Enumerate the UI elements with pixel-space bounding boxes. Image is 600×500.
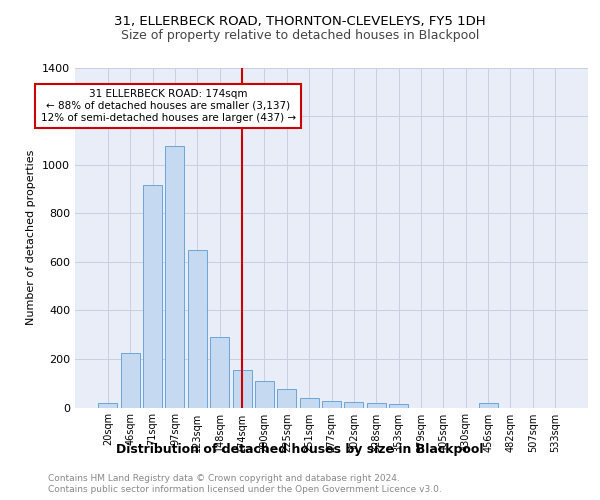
Bar	[188, 250, 207, 408]
Text: 31, ELLERBECK ROAD, THORNTON-CLEVELEYS, FY5 1DH: 31, ELLERBECK ROAD, THORNTON-CLEVELEYS, …	[114, 15, 486, 28]
Bar	[98, 402, 118, 407]
Text: Size of property relative to detached houses in Blackpool: Size of property relative to detached ho…	[121, 29, 479, 42]
Bar	[322, 401, 341, 407]
Bar	[389, 404, 408, 407]
Bar	[210, 337, 229, 407]
Text: Contains HM Land Registry data © Crown copyright and database right 2024.: Contains HM Land Registry data © Crown c…	[48, 474, 400, 483]
Text: 31 ELLERBECK ROAD: 174sqm
← 88% of detached houses are smaller (3,137)
12% of se: 31 ELLERBECK ROAD: 174sqm ← 88% of detac…	[41, 90, 296, 122]
Bar	[367, 402, 386, 407]
Bar	[277, 390, 296, 407]
Bar	[344, 402, 364, 407]
Bar	[255, 382, 274, 407]
Bar	[166, 146, 184, 408]
Bar	[143, 186, 162, 408]
Bar	[299, 398, 319, 407]
Bar	[233, 370, 251, 408]
Bar	[121, 353, 140, 408]
Text: Distribution of detached houses by size in Blackpool: Distribution of detached houses by size …	[116, 442, 484, 456]
Bar	[479, 403, 497, 407]
Text: Contains public sector information licensed under the Open Government Licence v3: Contains public sector information licen…	[48, 485, 442, 494]
Y-axis label: Number of detached properties: Number of detached properties	[26, 150, 37, 325]
